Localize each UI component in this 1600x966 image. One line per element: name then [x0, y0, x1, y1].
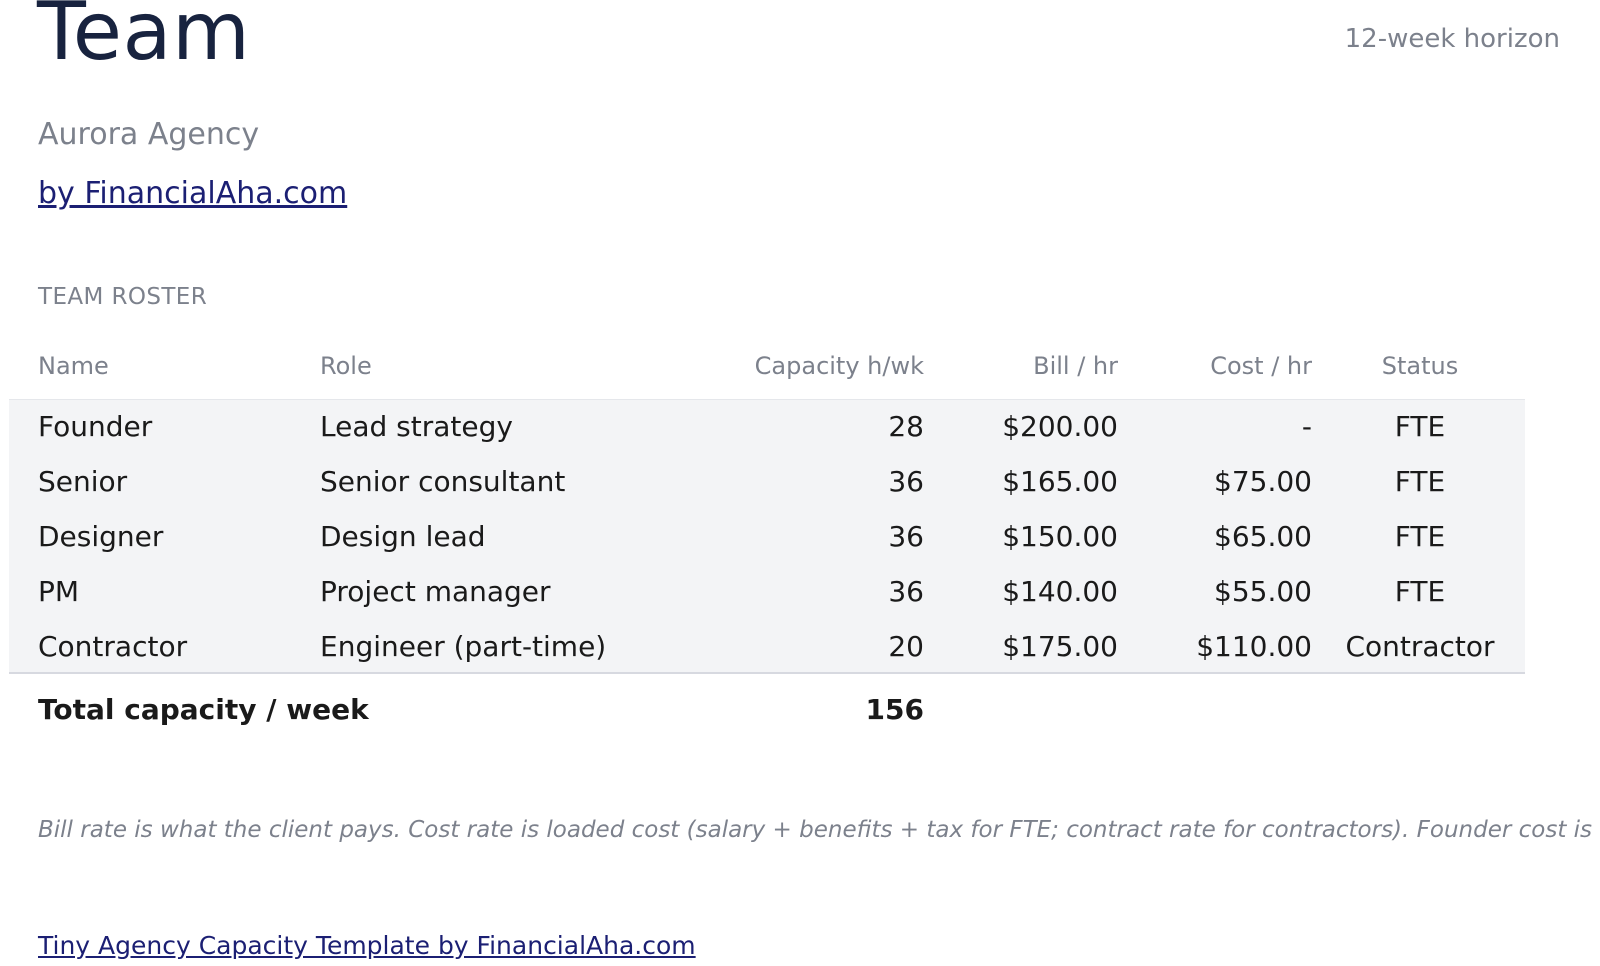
cell-bill-rate: $150.00: [1002, 520, 1118, 553]
cell-capacity: 28: [888, 410, 924, 443]
cell-name: Designer: [38, 520, 164, 553]
cell-name: PM: [38, 575, 80, 608]
cell-bill-rate: $165.00: [1002, 465, 1118, 498]
cell-cost-rate: -: [1301, 410, 1312, 443]
cell-status: FTE: [1394, 410, 1446, 443]
cell-status: FTE: [1394, 520, 1446, 553]
cell-capacity: 20: [888, 630, 924, 663]
rate-explanation-note: Bill rate is what the client pays. Cost …: [38, 817, 1600, 843]
cell-cost-rate: $55.00: [1214, 575, 1312, 608]
cell-bill-rate: $200.00: [1002, 410, 1118, 443]
agency-name: Aurora Agency: [38, 117, 260, 152]
cell-name: Senior: [38, 465, 128, 498]
cell-cost-rate: $75.00: [1214, 465, 1312, 498]
cell-name: Contractor: [38, 630, 188, 663]
column-header-role: Role: [320, 352, 372, 380]
cell-cost-rate: $110.00: [1196, 630, 1312, 663]
cell-role: Lead strategy: [320, 410, 513, 443]
column-header-bill: Bill / hr: [1033, 352, 1118, 380]
cell-role: Design lead: [320, 520, 486, 553]
cell-capacity: 36: [888, 520, 924, 553]
total-capacity-label: Total capacity / week: [38, 693, 369, 726]
roster-body: [9, 399, 1525, 674]
cell-cost-rate: $65.00: [1214, 520, 1312, 553]
footer-template-link[interactable]: Tiny Agency Capacity Template by Financi…: [38, 931, 696, 960]
cell-status: FTE: [1394, 465, 1446, 498]
section-label-team-roster: TEAM ROSTER: [38, 284, 208, 310]
column-header-cost: Cost / hr: [1210, 352, 1312, 380]
byline-link[interactable]: by FinancialAha.com: [38, 176, 348, 211]
column-header-capacity: Capacity h/wk: [754, 352, 924, 380]
cell-bill-rate: $175.00: [1002, 630, 1118, 663]
column-header-name: Name: [38, 352, 109, 380]
total-capacity-value: 156: [865, 693, 924, 726]
horizon-label: 12-week horizon: [1344, 24, 1560, 54]
cell-role: Senior consultant: [320, 465, 566, 498]
cell-bill-rate: $140.00: [1002, 575, 1118, 608]
column-header-status: Status: [1381, 352, 1459, 380]
cell-capacity: 36: [888, 465, 924, 498]
cell-role: Project manager: [320, 575, 551, 608]
cell-status: FTE: [1394, 575, 1446, 608]
cell-name: Founder: [38, 410, 153, 443]
cell-status: Contractor: [1345, 630, 1495, 663]
page-title: Team: [37, 0, 251, 78]
cell-capacity: 36: [888, 575, 924, 608]
cell-role: Engineer (part-time): [320, 630, 607, 663]
